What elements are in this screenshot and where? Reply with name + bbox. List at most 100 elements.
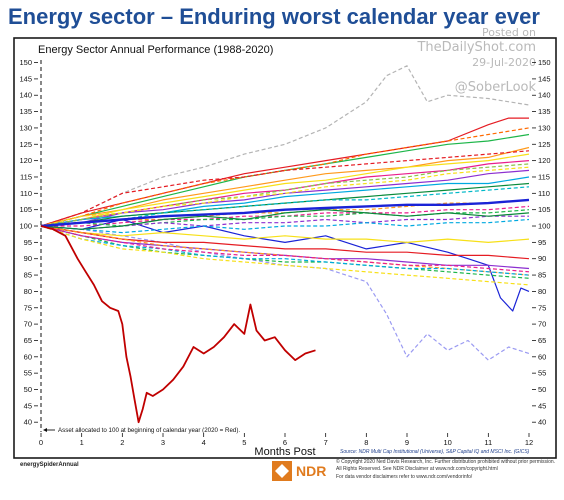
ndr-logo: NDR [272,461,326,481]
y-tick-label-right: 125 [538,140,551,149]
series-line [40,153,530,227]
x-tick-label: 2 [120,438,124,447]
watermark-posted: Posted on [482,26,536,39]
source-note: Source: NDR Multi Cap Institutional (Uni… [340,449,530,455]
watermark: Posted on TheDailyShot.com 29-Jul-2020 @… [408,26,536,96]
y-tick-label-right: 85 [538,271,546,280]
y-tick-label-right: 45 [538,401,546,410]
watermark-handle: @SoberLook [454,79,536,95]
y-tick-label-right: 130 [538,123,551,132]
y-tick-label-right: 140 [538,91,551,100]
watermark-site: TheDailyShot.com [417,39,536,55]
series-line [40,209,530,230]
y-tick-label-left: 140 [19,91,32,100]
y-tick-label-right: 135 [538,107,551,116]
series-line [40,225,530,276]
series-line [40,176,530,227]
y-tick-label-right: 40 [538,418,546,427]
y-tick-label-right: 50 [538,385,546,394]
y-tick-label-left: 80 [24,287,32,296]
series-line [40,163,530,227]
y-axis-right: 40 45 50 55 60 65 70 75 80 85 90 95 100 105 110 115 120 1… [532,58,551,427]
x-axis: 0 1 2 3 4 5 6 7 8 9 10 11 12 [39,433,533,447]
y-tick-label-left: 150 [19,58,32,67]
series-line [40,225,530,260]
y-tick-label-right: 90 [538,254,546,263]
series-line [40,150,530,227]
series-line [40,166,530,227]
y-tick-label-left: 45 [24,401,32,410]
y-tick-label-right: 120 [538,156,551,165]
y-tick-label-left: 50 [24,385,32,394]
x-tick-label: 9 [405,438,409,447]
series-line [40,225,530,361]
ndr-logo-text: NDR [296,463,327,479]
y-tick-label-left: 130 [19,123,32,132]
series-line [40,225,530,243]
y-tick-label-right: 70 [538,320,546,329]
series-line-2020 [40,225,316,424]
y-tick-label-left: 55 [24,369,32,378]
x-axis-title: Months Post [254,446,315,458]
x-tick-label: 11 [484,438,492,447]
series-line [40,225,530,273]
watermark-date: 29-Jul-2020 [472,56,536,69]
x-tick-label: 7 [324,438,328,447]
y-tick-label-left: 90 [24,254,32,263]
ndr-logo-mark-icon [272,461,292,481]
series-line [40,225,530,279]
y-tick-label-right: 65 [538,336,546,345]
page-headline: Energy sector – Enduring worst calendar … [8,4,540,29]
x-tick-label: 12 [525,438,533,447]
y-tick-label-right: 115 [538,172,550,181]
y-tick-label-left: 60 [24,352,32,361]
y-tick-label-left: 125 [19,140,32,149]
y-tick-label-right: 95 [538,238,546,247]
x-tick-label: 3 [161,438,165,447]
chart-frame [13,37,557,459]
annotation-text: Asset allocated to 100 at beginning of c… [58,427,240,434]
chart-id-label: energySpiderAnnual [20,462,79,468]
y-tick-label-right: 150 [538,58,551,67]
series-line [40,218,530,312]
y-tick-label-right: 55 [538,369,546,378]
y-tick-label-right: 105 [538,205,551,214]
y-tick-label-left: 135 [19,107,32,116]
copyright-notice: © Copyright 2020 Ned Davis Research, Inc… [336,459,558,480]
y-tick-label-right: 145 [538,74,551,83]
y-tick-label-left: 145 [19,74,32,83]
y-tick-label-right: 100 [538,222,551,231]
y-tick-label-right: 60 [538,352,546,361]
x-tick-label: 10 [443,438,451,447]
series-line [40,218,530,234]
x-tick-label: 0 [39,438,43,447]
y-tick-label-left: 105 [19,205,32,214]
y-tick-label-right: 110 [538,189,550,198]
y-axis-left: 40 45 50 55 60 65 70 75 80 85 90 95 100 105 110 115 120 1… [19,58,38,427]
y-tick-label-left: 65 [24,336,32,345]
y-tick-label-right: 80 [538,287,546,296]
series-lines [40,65,530,424]
series-line [40,169,530,227]
y-tick-label-left: 75 [24,303,32,312]
series-line [40,127,530,227]
y-tick-label-left: 100 [19,222,32,231]
x-tick-label: 4 [202,438,206,447]
x-tick-label: 8 [364,438,368,447]
x-tick-label: 6 [283,438,287,447]
y-tick-label-left: 70 [24,320,32,329]
vendor-disclaimer: For data vendor disclaimers refer to www… [336,473,473,480]
y-tick-label-left: 115 [20,172,32,181]
copyright-text: © Copyright 2020 Ned Davis Research, Inc… [336,459,556,472]
series-line [40,225,530,286]
series-line [41,205,530,227]
series-line [40,65,530,227]
y-tick-label-left: 120 [19,156,32,165]
y-tick-label-right: 75 [538,303,546,312]
x-tick-label: 1 [80,438,84,447]
y-tick-label-left: 110 [20,189,32,198]
y-tick-label-left: 95 [24,238,32,247]
series-line [40,225,530,276]
y-tick-label-left: 85 [24,271,32,280]
